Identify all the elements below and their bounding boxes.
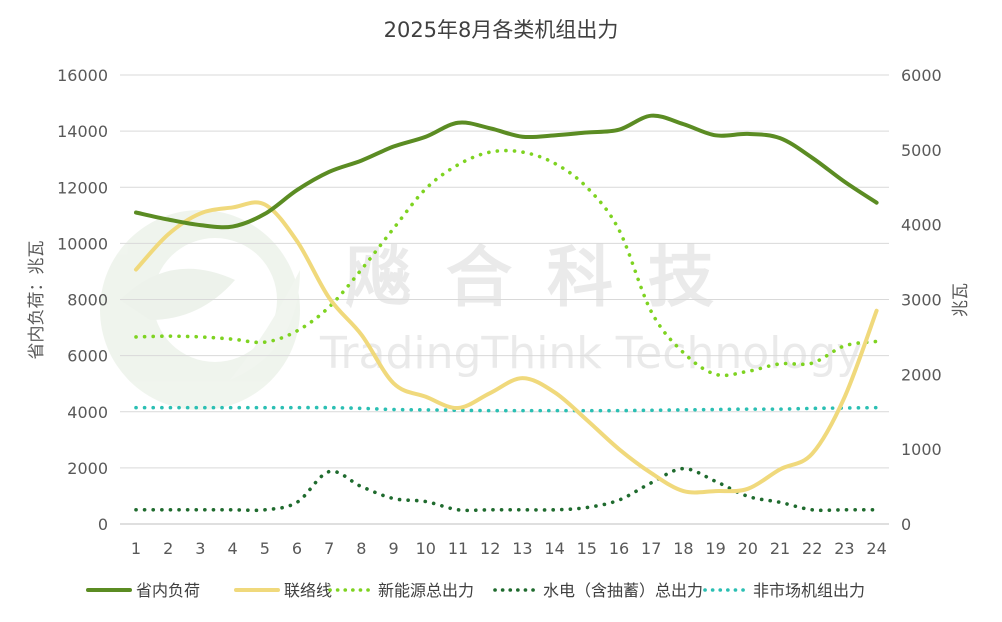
legend-label: 水电（含抽蓄）总出力 <box>543 581 703 600</box>
x-tick-label: 22 <box>802 539 822 558</box>
watermark-en: TradingThink Technology <box>319 328 862 379</box>
y-left-tick-label: 10000 <box>57 234 108 253</box>
x-tick-label: 24 <box>866 539 886 558</box>
watermark-logo <box>100 210 300 410</box>
x-tick-label: 18 <box>673 539 693 558</box>
left-axis-ticks: 0 2000 4000 6000 8000 10000 12000 14000 16000 <box>57 66 108 534</box>
y-right-tick-label: 6000 <box>901 66 942 85</box>
x-tick-label: 11 <box>448 539 468 558</box>
x-tick-label: 19 <box>705 539 725 558</box>
y-left-tick-label: 14000 <box>57 122 108 141</box>
watermark-cn: 飚 合 科 技 <box>345 239 720 316</box>
series-line-1 <box>134 113 879 230</box>
series-line-5 <box>134 405 879 413</box>
x-tick-label: 10 <box>416 539 436 558</box>
x-tick-label: 17 <box>641 539 661 558</box>
series-layer <box>134 113 879 513</box>
y-left-tick-label: 8000 <box>67 291 108 310</box>
x-tick-label: 23 <box>834 539 854 558</box>
x-tick-label: 5 <box>260 539 270 558</box>
x-tick-label: 14 <box>544 539 564 558</box>
x-tick-label: 20 <box>738 539 758 558</box>
legend-label: 联络线 <box>284 581 332 600</box>
y-right-tick-label: 0 <box>901 515 911 534</box>
y-right-tick-label: 1000 <box>901 440 942 459</box>
y-axis-right-title: 兆瓦 <box>951 283 971 317</box>
gridlines <box>120 74 889 525</box>
y-left-tick-label: 6000 <box>67 347 108 366</box>
x-tick-label: 13 <box>512 539 532 558</box>
x-tick-label: 7 <box>324 539 334 558</box>
x-tick-label: 16 <box>609 539 629 558</box>
x-tick-label: 9 <box>389 539 399 558</box>
x-tick-label: 12 <box>480 539 500 558</box>
right-axis-ticks: 0 1000 2000 3000 4000 5000 6000 <box>901 66 942 534</box>
x-tick-label: 8 <box>356 539 366 558</box>
x-tick-label: 3 <box>195 539 205 558</box>
x-tick-label: 4 <box>228 539 238 558</box>
legend: 省内负荷 联络线 新能源总出力 水电（含抽蓄）总出力 非市场机组出力 <box>86 581 865 600</box>
x-tick-label: 1 <box>131 539 141 558</box>
legend-label: 新能源总出力 <box>378 581 474 600</box>
y-right-tick-label: 3000 <box>901 291 942 310</box>
series-line-2 <box>134 200 879 495</box>
y-right-tick-label: 2000 <box>901 365 942 384</box>
y-axis-left-title: 省内负荷：兆瓦 <box>27 241 47 360</box>
y-left-tick-label: 0 <box>98 515 108 534</box>
y-left-tick-label: 4000 <box>67 403 108 422</box>
chart-title: 2025年8月各类机组出力 <box>384 18 619 42</box>
y-right-tick-label: 5000 <box>901 141 942 160</box>
x-tick-label: 6 <box>292 539 302 558</box>
series-line-4 <box>134 466 879 513</box>
watermark: 飚 合 科 技 TradingThink Technology <box>100 210 862 410</box>
legend-label: 省内负荷 <box>136 581 200 600</box>
y-right-tick-label: 4000 <box>901 216 942 235</box>
x-tick-label: 2 <box>163 539 173 558</box>
y-left-tick-label: 12000 <box>57 178 108 197</box>
legend-label: 非市场机组出力 <box>753 581 865 600</box>
x-tick-label: 21 <box>770 539 790 558</box>
series-line-3 <box>134 148 879 378</box>
y-left-tick-label: 2000 <box>67 459 108 478</box>
x-tick-label: 15 <box>577 539 597 558</box>
y-left-tick-label: 16000 <box>57 66 108 85</box>
x-axis-ticks: 1 2 3 4 5 6 7 8 9 10 11 12 13 14 15 16 17 18 19 20 21 22 23 24 <box>131 539 887 558</box>
